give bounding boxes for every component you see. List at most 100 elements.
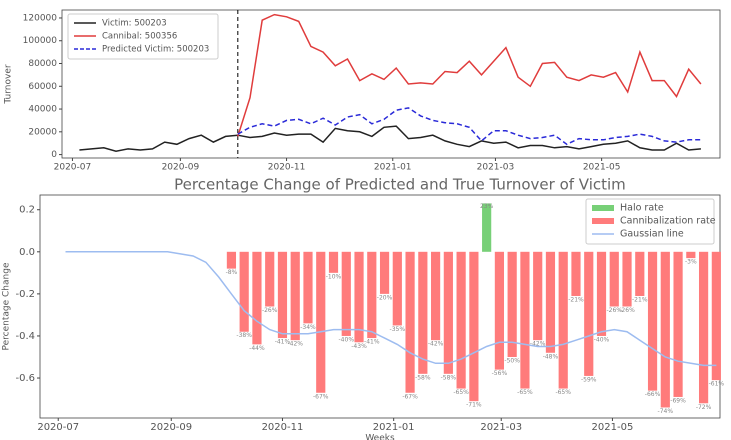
bar: [316, 251, 326, 393]
bar: [482, 203, 492, 252]
y-tick-label: 100000: [23, 36, 58, 46]
bar: [252, 251, 262, 345]
legend-label: Predicted Victim: 500203: [102, 45, 209, 55]
x-tick-label: 2020-11: [262, 422, 304, 433]
bar: [686, 251, 696, 259]
x-tick-label: 2021-03: [477, 163, 515, 173]
bar: [571, 251, 581, 296]
y-tick-label: 20000: [28, 127, 57, 137]
series-line: [237, 107, 701, 146]
data-label: -56%: [492, 370, 508, 377]
bar: [367, 251, 377, 339]
bar: [418, 251, 428, 374]
y-axis-label: Turnover: [4, 64, 14, 104]
y-tick-label: 120000: [23, 13, 58, 23]
bar: [507, 251, 517, 357]
data-label: -41%: [275, 339, 291, 346]
legend-label: Cannibalization rate: [620, 216, 716, 227]
bar: [303, 251, 313, 324]
bar: [622, 251, 632, 307]
data-label: -10%: [326, 273, 342, 280]
bar: [431, 251, 441, 341]
x-tick-label: 2020-07: [37, 422, 79, 433]
bar: [558, 251, 568, 389]
y-tick-label: -0.6: [15, 373, 35, 384]
bar: [290, 251, 300, 341]
legend-swatch: [592, 218, 614, 224]
plot-frame: [61, 9, 721, 159]
legend-label: Halo rate: [620, 203, 664, 214]
data-label: -69%: [670, 397, 686, 404]
bar: [265, 251, 275, 307]
y-tick-label: 60000: [28, 82, 57, 92]
data-label: -67%: [313, 393, 329, 400]
data-label: -71%: [466, 402, 482, 409]
bar: [469, 251, 479, 402]
bar: [673, 251, 683, 397]
bar: [698, 251, 709, 404]
data-label: 23%: [480, 203, 494, 210]
y-tick-label: 0.0: [19, 247, 35, 258]
bar: [609, 251, 619, 307]
bar: [494, 251, 505, 370]
bar: [392, 251, 402, 326]
bar: [596, 251, 607, 336]
data-label: -44%: [249, 345, 265, 352]
x-tick-label: 2021-03: [480, 422, 522, 433]
y-axis-label: Percentage Change: [2, 262, 12, 350]
bar: [443, 251, 453, 374]
bar: [328, 251, 339, 273]
bar: [405, 251, 415, 393]
legend-label: Cannibal: 500356: [102, 32, 177, 42]
bar: [647, 251, 658, 391]
data-label: -26%: [607, 307, 623, 314]
data-label: -40%: [339, 336, 355, 343]
bar: [711, 251, 721, 381]
y-tick-label: 40000: [28, 105, 57, 115]
data-label: -34%: [300, 324, 316, 331]
data-label: -74%: [658, 408, 674, 415]
data-label: -67%: [402, 393, 418, 400]
bar: [341, 251, 351, 336]
data-label: -66%: [645, 391, 661, 398]
x-tick-label: 2021-01: [374, 163, 412, 173]
data-label: -65%: [517, 389, 533, 396]
x-axis-label: Weeks: [365, 434, 395, 440]
bar: [239, 251, 249, 332]
data-label: -65%: [555, 389, 571, 396]
data-label: -26%: [262, 307, 278, 314]
chart-title: Percentage Change of Predicted and True …: [174, 176, 626, 194]
data-label: -42%: [287, 341, 303, 348]
bar: [226, 251, 237, 269]
legend-box: [67, 13, 219, 60]
bar: [660, 251, 670, 408]
x-tick-label: 2020-11: [268, 163, 306, 173]
y-tick-label: -0.2: [15, 289, 35, 300]
series-line: [237, 13, 702, 137]
data-label: -48%: [543, 353, 559, 360]
data-label: -58%: [415, 374, 431, 381]
data-label: -35%: [390, 326, 406, 333]
bar: [520, 251, 530, 389]
legend-label: Gaussian line: [620, 229, 684, 240]
data-label: -42%: [530, 341, 546, 348]
bar: [354, 251, 364, 343]
data-label: -65%: [453, 389, 469, 396]
data-label: -21%: [568, 296, 584, 303]
series-line: [79, 125, 701, 152]
data-label: -20%: [377, 294, 393, 301]
bar: [533, 251, 543, 341]
x-tick-label: 2021-05: [592, 422, 634, 433]
data-label: -50%: [504, 357, 520, 364]
y-tick-label: -0.4: [15, 331, 35, 342]
x-tick-label: 2020-09: [162, 163, 200, 173]
x-tick-label: 2020-07: [54, 163, 92, 173]
data-label: -61%: [709, 381, 725, 388]
data-label: -3%: [685, 259, 697, 266]
y-tick-label: 0: [51, 150, 57, 160]
data-label: -59%: [581, 376, 597, 383]
bar: [635, 251, 645, 296]
data-label: -58%: [441, 374, 457, 381]
